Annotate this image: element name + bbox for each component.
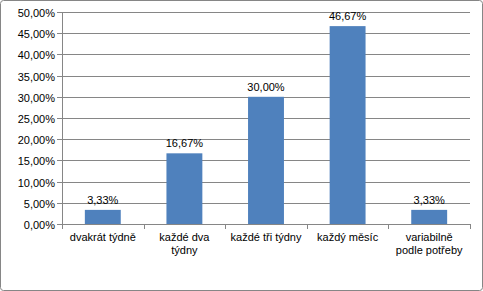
bar [411,210,447,224]
x-tick [470,224,471,229]
bar [85,210,121,224]
y-tick-label: 25,00% [18,113,56,125]
y-tick-label: 40,00% [18,49,56,61]
grid-line [62,224,470,225]
grid-line [62,76,470,77]
tick-mark [57,182,62,183]
x-tick-label-line: týdny [171,244,198,256]
x-tick-label-line: variabilně [406,231,453,243]
x-tick [62,224,63,229]
bars [85,26,447,224]
data-label: 46,67% [329,10,367,22]
y-tick-label: 20,00% [18,134,56,146]
x-tick-label-line: každé tři týdny [231,231,302,243]
x-tick [225,224,226,229]
x-tick-label-line: podle potřeby [396,244,463,256]
data-label: 3,33% [414,194,445,206]
grid-line [62,12,470,13]
tick-mark [57,203,62,204]
x-tick-label-line: dvakrát týdně [70,231,136,243]
bar [166,153,202,224]
tick-mark [57,160,62,161]
grid-line [62,54,470,55]
tick-mark [57,224,62,225]
chart: 0,00% 5,00% 10,00% 15,00% 20,00% 25,00% 30,00%… [0,0,483,291]
x-tick [307,224,308,229]
bar [248,97,284,224]
chart-border [1,1,483,291]
x-tick-label-line: každý měsíc [317,231,379,243]
tick-mark [57,33,62,34]
tick-mark [57,54,62,55]
x-tick-label: variabilněpodle potřeby [396,231,463,256]
tick-mark [57,118,62,119]
y-tick-label: 0,00% [24,219,55,231]
x-tick-label: dvakrát týdně [70,231,136,243]
x-axis [62,224,470,225]
data-label: 16,67% [166,137,204,149]
bar [330,26,366,224]
y-axis [62,12,63,224]
tick-mark [57,76,62,77]
x-tick-label: každé tři týdny [231,231,302,243]
x-tick-label: každé dvatýdny [159,231,210,256]
grid-line [62,33,470,34]
data-label: 3,33% [87,194,118,206]
y-tick-label: 15,00% [18,155,56,167]
x-tick-label-line: každé dva [159,231,210,243]
y-tick-label: 5,00% [24,198,55,210]
tick-mark [57,12,62,13]
y-tick-label: 10,00% [18,177,56,189]
x-tick-label: každý měsíc [317,231,379,243]
tick-mark [57,97,62,98]
y-tick-label: 50,00% [18,7,56,19]
y-tick-label: 45,00% [18,28,56,40]
x-tick [388,224,389,229]
x-tick [144,224,145,229]
y-tick-label: 35,00% [18,71,56,83]
data-label: 30,00% [247,81,285,93]
y-tick-label: 30,00% [18,92,56,104]
tick-mark [57,139,62,140]
